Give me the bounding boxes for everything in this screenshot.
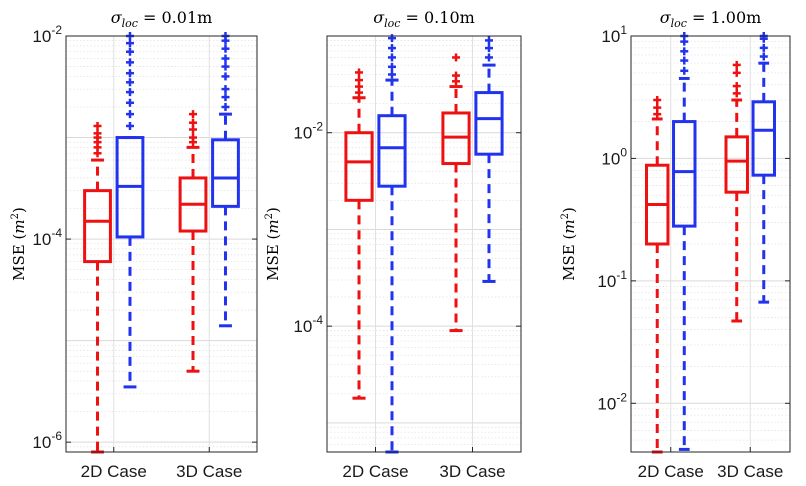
x-tick-label: 3D Case bbox=[176, 462, 242, 481]
y-tick-label: 10-2 bbox=[32, 23, 62, 46]
axes-frame bbox=[326, 35, 522, 453]
box-iqr bbox=[211, 138, 240, 208]
outlier-marker bbox=[189, 125, 198, 134]
series-1 bbox=[344, 53, 471, 400]
series-2 bbox=[672, 32, 776, 451]
y-tick-label: 10-2 bbox=[597, 390, 627, 413]
outlier-marker bbox=[653, 96, 662, 105]
box-2 bbox=[724, 60, 749, 323]
outlier-marker bbox=[125, 58, 134, 67]
box-1 bbox=[83, 121, 112, 454]
box-1 bbox=[672, 32, 697, 451]
series-1 bbox=[645, 60, 749, 454]
outlier-marker bbox=[759, 52, 768, 61]
panel-title: σloc = 0.01m bbox=[111, 8, 213, 30]
outlier-marker bbox=[125, 88, 134, 97]
outlier-marker bbox=[125, 110, 134, 119]
outlier-marker bbox=[759, 43, 768, 52]
y-axis-label: MSE (m2) bbox=[10, 207, 28, 281]
outlier-marker bbox=[732, 82, 741, 91]
outlier-marker bbox=[484, 36, 493, 45]
outlier-marker bbox=[189, 110, 198, 119]
axes-frame bbox=[630, 35, 791, 453]
outlier-marker bbox=[484, 44, 493, 53]
x-tick-label: 3D Case bbox=[717, 462, 783, 481]
series-2 bbox=[115, 32, 240, 389]
outlier-marker bbox=[125, 39, 134, 48]
box-1 bbox=[377, 34, 407, 454]
x-tick-label: 2D Case bbox=[638, 462, 704, 481]
box-iqr bbox=[377, 114, 407, 188]
box-iqr bbox=[672, 120, 697, 228]
box-2 bbox=[441, 53, 471, 333]
outlier-marker bbox=[221, 44, 230, 53]
box-2 bbox=[474, 36, 504, 283]
outlier-marker bbox=[653, 103, 662, 112]
outlier-marker bbox=[93, 129, 102, 138]
outlier-marker bbox=[125, 47, 134, 56]
y-tick-label: 10-1 bbox=[597, 268, 627, 291]
outlier-marker bbox=[125, 121, 134, 130]
outlier-marker bbox=[221, 72, 230, 81]
box-2 bbox=[178, 110, 208, 373]
x-tick-label: 2D Case bbox=[342, 462, 408, 481]
outlier-marker bbox=[221, 85, 230, 94]
box-1 bbox=[344, 68, 374, 400]
series-1 bbox=[83, 110, 208, 454]
panel-title: σloc = 1.00m bbox=[660, 8, 762, 30]
y-tick-label: 10-4 bbox=[32, 226, 62, 249]
y-tick-label: 101 bbox=[601, 23, 627, 46]
outlier-marker bbox=[189, 118, 198, 127]
outlier-marker bbox=[93, 121, 102, 130]
y-axis-label: MSE (m2) bbox=[560, 207, 578, 281]
box-iqr bbox=[724, 135, 749, 194]
box-iqr bbox=[474, 91, 504, 156]
outlier-marker bbox=[452, 71, 461, 80]
box-2 bbox=[751, 32, 776, 304]
panel-2: 10-4 10-2 2D Case 3D Case σloc = 0.10m MSE (m… bbox=[264, 8, 522, 481]
outlier-marker bbox=[680, 56, 689, 65]
outlier-marker bbox=[387, 62, 396, 71]
y-tick-label: 10-4 bbox=[293, 313, 323, 336]
outlier-marker bbox=[387, 53, 396, 62]
outlier-marker bbox=[387, 70, 396, 79]
outlier-marker bbox=[680, 47, 689, 56]
outlier-marker bbox=[680, 66, 689, 75]
series-2 bbox=[377, 34, 504, 454]
y-tick-label: 10-2 bbox=[293, 120, 323, 143]
outlier-marker bbox=[189, 133, 198, 142]
y-axis-label: MSE (m2) bbox=[264, 207, 282, 281]
box-2 bbox=[211, 32, 240, 328]
x-tick-label: 2D Case bbox=[81, 462, 147, 481]
outlier-marker bbox=[221, 102, 230, 111]
outlier-marker bbox=[221, 62, 230, 71]
outlier-marker bbox=[387, 44, 396, 53]
panel-1: 10-6 10-4 10-2 2D Case 3D Case σloc = 0.01m MS… bbox=[10, 8, 258, 481]
outlier-marker bbox=[732, 89, 741, 98]
y-tick-label: 100 bbox=[601, 145, 627, 168]
axes-frame bbox=[65, 35, 258, 453]
outlier-marker bbox=[484, 53, 493, 62]
y-tick-label: 10-6 bbox=[32, 429, 62, 452]
box-iqr bbox=[751, 100, 776, 177]
box-1 bbox=[115, 32, 145, 389]
outlier-marker bbox=[221, 54, 230, 63]
outlier-marker bbox=[125, 98, 134, 107]
outlier-marker bbox=[221, 93, 230, 102]
x-tick-label: 3D Case bbox=[439, 462, 505, 481]
panel-3: 10-2 10-1 100 101 2D Case 3D Case σloc = 1.00m… bbox=[560, 8, 791, 481]
box-iqr bbox=[344, 131, 374, 202]
outlier-marker bbox=[387, 34, 396, 43]
outlier-marker bbox=[125, 69, 134, 78]
outlier-marker bbox=[355, 76, 364, 85]
outlier-marker bbox=[125, 78, 134, 87]
outlier-marker bbox=[452, 53, 461, 62]
outlier-marker bbox=[732, 60, 741, 69]
panel-title: σloc = 0.10m bbox=[373, 8, 475, 30]
outlier-marker bbox=[732, 68, 741, 77]
outlier-marker bbox=[355, 68, 364, 77]
box-iqr bbox=[83, 189, 112, 264]
